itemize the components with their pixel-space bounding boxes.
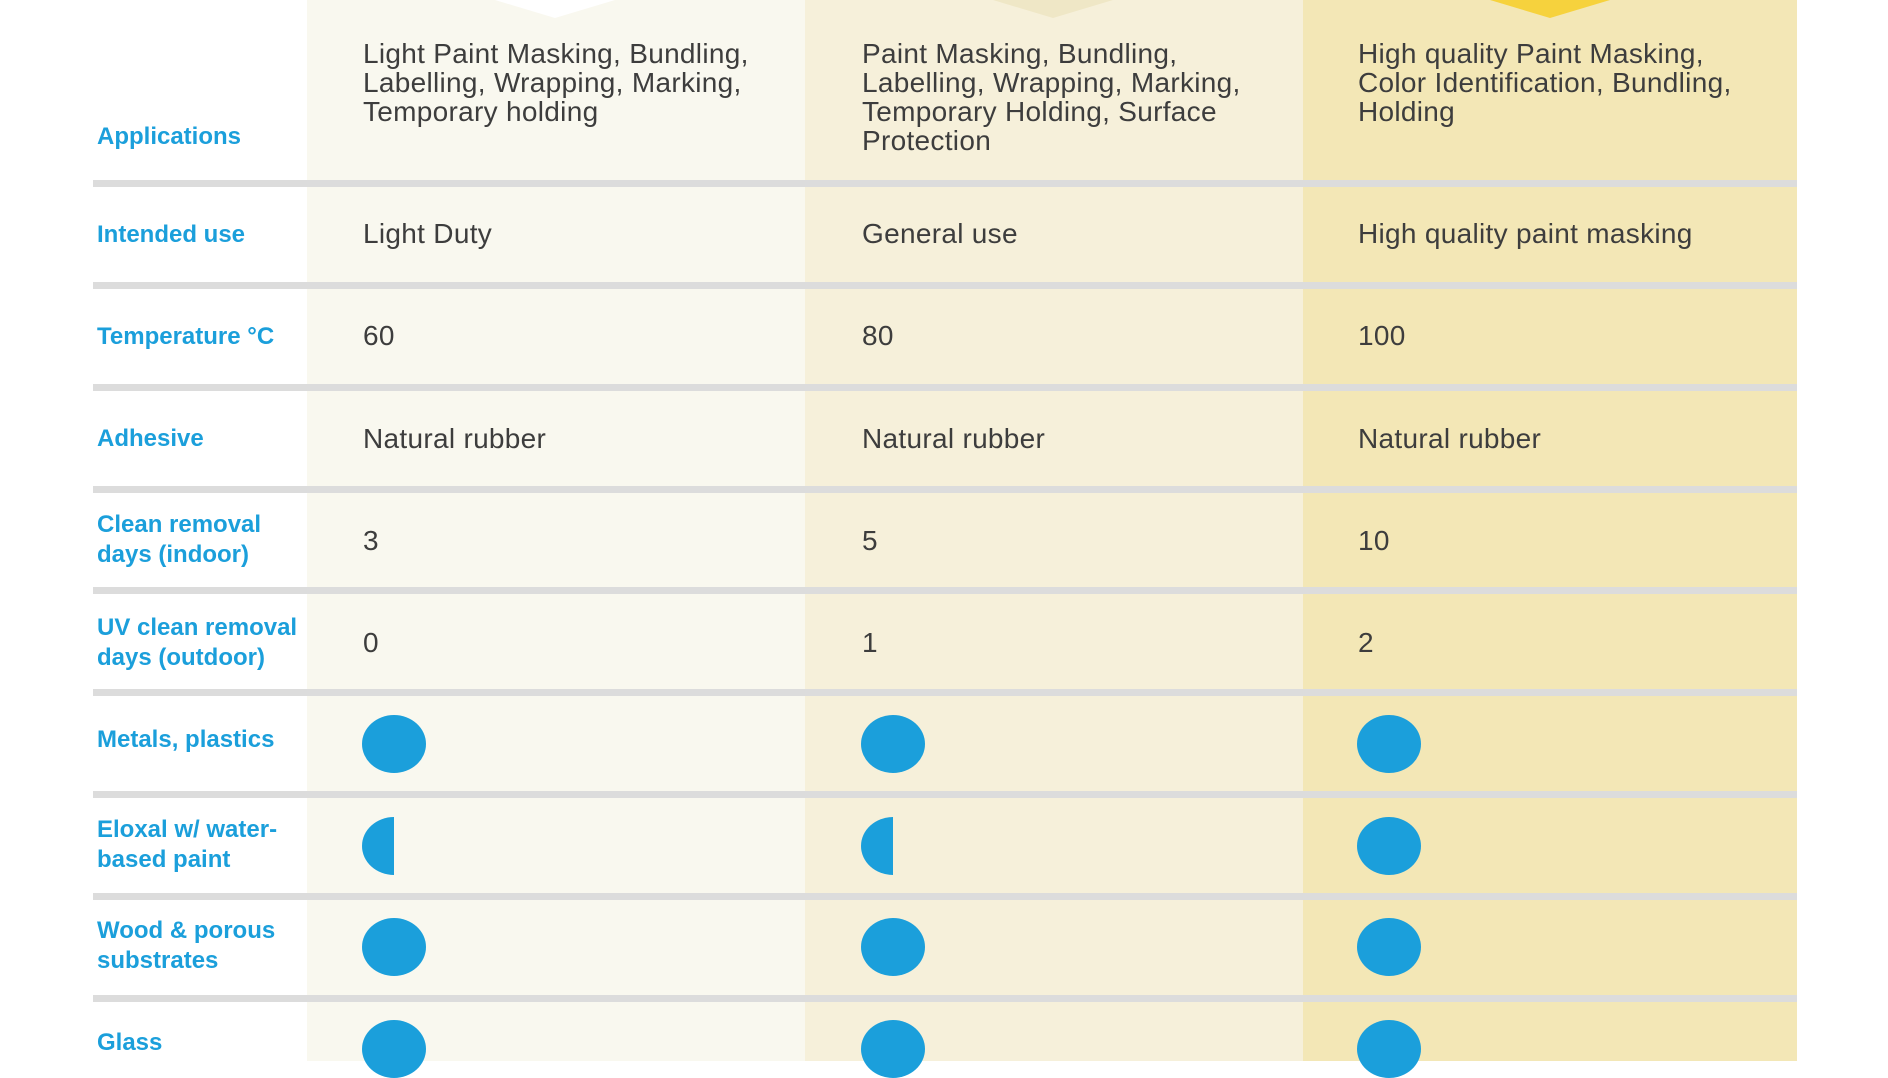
cell-adhesive-high: Natural rubber (1358, 423, 1542, 454)
header-tab-high-quality (1490, 0, 1610, 18)
full-circle-icon (861, 1020, 925, 1078)
row-label-intended-use: Intended use (97, 221, 246, 248)
row-label-adhesive: Adhesive (97, 425, 204, 452)
row-label-applications: Applications (97, 123, 242, 150)
row-label-temperature: Temperature °C (97, 323, 275, 350)
cell-adhesive-general: Natural rubber (862, 423, 1046, 454)
rating-wood-light-icon (362, 918, 426, 976)
column-high-quality-bg (1303, 0, 1797, 1061)
row-label-uv-clean-removal: UV clean removal days (outdoor) (97, 614, 298, 671)
row-label-eloxal: Eloxal w/ water-based paint (97, 816, 278, 873)
full-circle-shape (362, 918, 426, 976)
full-circle-icon (362, 1020, 426, 1078)
cell-intended-use-high: High quality paint masking (1358, 218, 1693, 249)
column-general-use-bg (805, 0, 1303, 1061)
row-divider (93, 587, 1797, 594)
row-divider (93, 282, 1797, 289)
rating-metals-high-icon (1357, 715, 1421, 773)
header-tab-general-use (993, 0, 1113, 18)
rating-wood-general-icon (861, 918, 925, 976)
half-circle-shape (861, 817, 893, 875)
rating-glass-high-icon (1357, 1020, 1421, 1078)
full-circle-icon (1357, 1020, 1421, 1078)
cell-applications-general: Paint Masking, Bundling, Labelling, Wrap… (862, 38, 1241, 156)
full-circle-shape (1357, 817, 1421, 875)
full-circle-shape (362, 715, 426, 773)
cell-uv-clean-removal-high: 2 (1358, 627, 1374, 658)
cell-clean-removal-high: 10 (1358, 525, 1390, 556)
cell-intended-use-light: Light Duty (363, 218, 493, 249)
row-divider (93, 995, 1797, 1002)
cell-temperature-light: 60 (363, 320, 395, 351)
full-circle-icon (1357, 918, 1421, 976)
cell-intended-use-general: General use (862, 218, 1018, 249)
full-circle-shape (1357, 918, 1421, 976)
full-circle-shape (362, 1020, 426, 1078)
rating-metals-light-icon (362, 715, 426, 773)
row-divider (93, 384, 1797, 391)
column-light-duty-bg (307, 0, 805, 1061)
rating-metals-general-icon (861, 715, 925, 773)
cell-temperature-general: 80 (862, 320, 894, 351)
row-divider (93, 689, 1797, 696)
full-circle-shape (861, 715, 925, 773)
full-circle-shape (861, 918, 925, 976)
full-circle-icon (861, 715, 925, 773)
full-circle-shape (1357, 715, 1421, 773)
full-circle-icon (1357, 715, 1421, 773)
row-label-clean-removal: Clean removal days (indoor) (97, 511, 262, 568)
full-circle-icon (362, 715, 426, 773)
half-circle-shape (362, 817, 394, 875)
rating-wood-high-icon (1357, 918, 1421, 976)
cell-adhesive-light: Natural rubber (363, 423, 547, 454)
row-divider (93, 893, 1797, 900)
half-circle-icon (861, 817, 893, 875)
cell-clean-removal-light: 3 (363, 525, 379, 556)
half-circle-icon (362, 817, 394, 875)
rating-glass-general-icon (861, 1020, 925, 1078)
full-circle-shape (861, 1020, 925, 1078)
row-divider (93, 791, 1797, 798)
header-tab-light-duty (495, 0, 615, 18)
cell-temperature-high: 100 (1358, 320, 1406, 351)
cell-uv-clean-removal-light: 0 (363, 627, 379, 658)
cell-uv-clean-removal-general: 1 (862, 627, 878, 658)
rating-eloxal-general-icon (861, 817, 925, 875)
row-divider (93, 486, 1797, 493)
row-label-metals-plastics: Metals, plastics (97, 726, 275, 753)
rating-eloxal-light-icon (362, 817, 426, 875)
cell-clean-removal-general: 5 (862, 525, 878, 556)
full-circle-icon (362, 918, 426, 976)
cell-applications-high: High quality Paint Masking, Color Identi… (1358, 38, 1732, 127)
full-circle-icon (1357, 817, 1421, 875)
full-circle-shape (1357, 1020, 1421, 1078)
rating-glass-light-icon (362, 1020, 426, 1078)
cell-applications-light: Light Paint Masking, Bundling, Labelling… (363, 38, 749, 127)
rating-eloxal-high-icon (1357, 817, 1421, 875)
row-label-glass: Glass (97, 1029, 163, 1056)
full-circle-icon (861, 918, 925, 976)
row-divider (93, 180, 1797, 187)
row-label-wood: Wood & porous substrates (97, 917, 276, 974)
